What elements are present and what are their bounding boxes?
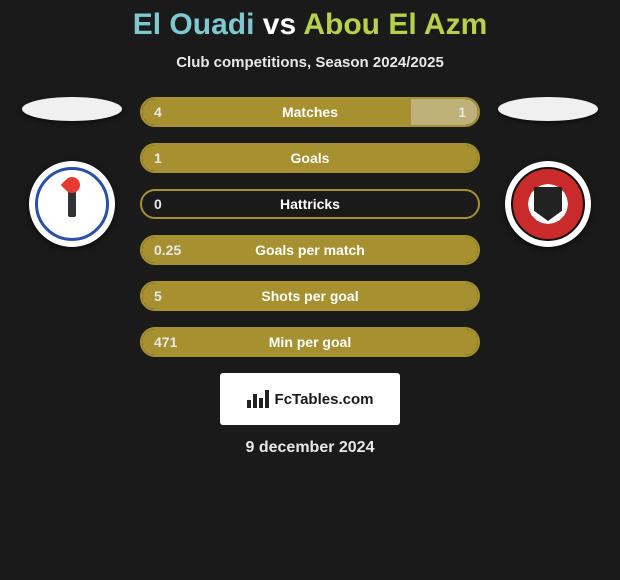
stat-value-b: 1 (458, 104, 466, 120)
player-b-marker (498, 97, 598, 121)
club-a-badge (29, 161, 115, 247)
stat-label: Shots per goal (142, 288, 478, 304)
player-a-marker (22, 97, 122, 121)
page-title: El Ouadi vs Abou El Azm (0, 8, 620, 42)
stat-bar: 5Shots per goal (140, 281, 480, 311)
vs-separator: vs (254, 8, 303, 41)
player-a-name: El Ouadi (133, 8, 255, 41)
stat-label: Goals (142, 150, 478, 166)
stat-label: Min per goal (142, 334, 478, 350)
subtitle: Club competitions, Season 2024/2025 (0, 54, 620, 71)
club-b-badge (505, 161, 591, 247)
main-row: 4Matches11Goals0Hattricks0.25Goals per m… (0, 97, 620, 357)
flame-icon (61, 174, 84, 197)
stat-bar: 471Min per goal (140, 327, 480, 357)
player-b-name: Abou El Azm (303, 8, 487, 41)
stat-label: Matches (142, 104, 478, 120)
stat-bar: 0Hattricks (140, 189, 480, 219)
stat-label: Goals per match (142, 242, 478, 258)
torch-icon (68, 191, 76, 217)
club-b-crest (511, 167, 585, 241)
stat-bar: 0.25Goals per match (140, 235, 480, 265)
comparison-infographic: El Ouadi vs Abou El Azm Club competition… (0, 0, 620, 457)
stat-bar: 1Goals (140, 143, 480, 173)
left-column (22, 97, 122, 247)
chart-icon (247, 390, 269, 408)
right-column (498, 97, 598, 247)
stat-label: Hattricks (142, 196, 478, 212)
date-text: 9 december 2024 (0, 439, 620, 457)
shield-icon (534, 187, 562, 221)
brand-text: FcTables.com (275, 391, 374, 408)
stats-column: 4Matches11Goals0Hattricks0.25Goals per m… (140, 97, 480, 357)
stat-bar: 4Matches1 (140, 97, 480, 127)
club-a-crest (35, 167, 109, 241)
brand-logo: FcTables.com (220, 373, 400, 425)
